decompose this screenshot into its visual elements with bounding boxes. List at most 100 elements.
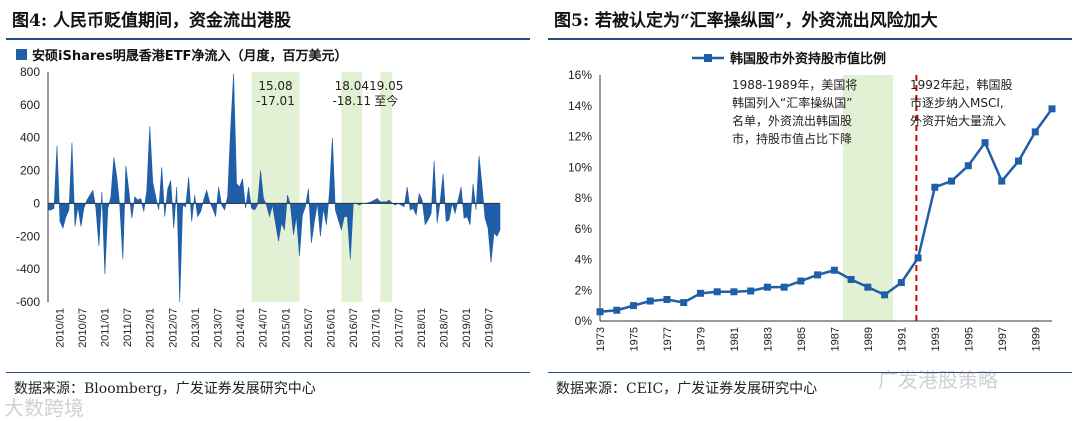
right-xtick-13: 1999 [1030,327,1042,351]
left-xtick-6: 2013/01 [190,308,202,348]
left-xtick-15: 2017/07 [393,308,405,348]
right-ytick-3: 10% [568,160,592,174]
watermark-right: 广发港股策略 [878,368,998,392]
left-ytick-6: -400 [16,262,40,276]
left-xtick-1: 2010/07 [77,308,89,348]
right-ytick-6: 4% [575,253,593,267]
left-xtick-8: 2014/01 [235,308,247,348]
right-point-1973 [596,308,604,316]
right-point-1990 [881,291,889,299]
left-figure-title: 图4: 人民币贬值期间，资金流出港股 [12,6,291,31]
left-ytick-1: 600 [20,98,40,112]
right-annot1-line-0: 1988-1989年，美国将 [732,78,857,92]
left-xtick-10: 2015/01 [280,308,292,348]
left-xtick-3: 2011/07 [122,308,134,347]
left-title-rule [6,38,530,40]
right-point-1977 [663,295,671,303]
left-title-text: 人民币贬值期间，资金流出港股 [53,11,292,31]
left-shade-label1-1: 18.04 [335,79,369,93]
right-xtick-7: 1987 [829,327,841,351]
right-point-1975 [629,302,637,310]
right-legend-marker [704,54,712,62]
left-xtick-5: 2012/07 [167,308,179,348]
left-legend-label: 安硕iShares明晟香港ETF净流入（月度，百万美元） [32,48,347,64]
right-ytick-0: 16% [568,68,592,82]
left-chart: 安硕iShares明晟香港ETF净流入（月度，百万美元） 15.08-17.01 1… [16,48,501,348]
right-point-1992 [914,254,922,262]
right-point-1998 [1015,157,1023,165]
right-series-line [599,108,1054,314]
right-ytick-1: 14% [568,99,592,113]
left-xtick-14: 2017/01 [371,308,383,348]
left-shade-label2-2: 至今 [374,93,398,108]
right-xtick-12: 1997 [997,327,1009,351]
left-xtick-19: 2019/07 [484,308,496,348]
right-point-1997 [998,177,1006,185]
left-xtick-18: 2019/01 [461,308,473,348]
right-source-rule [548,372,1072,373]
right-xtick-2: 1977 [662,327,674,351]
right-xtick-9: 1991 [896,327,908,351]
left-xtick-12: 2016/01 [326,308,338,348]
left-shade-label1-0: 15.08 [258,79,292,93]
left-xtick-2: 2011/01 [100,308,112,347]
right-point-1993 [931,183,939,191]
right-xtick-6: 1985 [796,327,808,351]
right-ytick-5: 6% [575,222,593,236]
left-shade-label1-2: 19.05 [369,79,403,93]
left-xtick-9: 2014/07 [258,308,270,348]
right-point-1991 [897,279,905,287]
right-point-1995 [964,162,972,170]
left-ytick-2: 400 [20,131,40,145]
left-source: 数据来源：Bloomberg，广发证券发展研究中心 [14,381,316,397]
left-shade-label2-1: -18.11 [332,94,371,108]
left-source-rule [6,372,530,373]
right-point-1994 [948,177,956,185]
right-ytick-2: 12% [568,130,592,144]
right-point-1999 [1031,128,1039,136]
left-panel: 图4: 人民币贬值期间，资金流出港股 安硕iShares明晟香港ETF净流入（月… [0,0,538,418]
left-figure-label: 图4: [12,11,48,31]
left-xtick-16: 2018/01 [416,308,428,348]
right-ytick-8: 0% [575,314,593,328]
right-point-1989 [864,283,872,291]
right-ytick-7: 2% [575,283,593,297]
left-xtick-11: 2015/07 [303,308,315,348]
right-annot2-line-2: 外资开始大量流入 [910,114,1006,128]
right-ytick-4: 8% [575,191,593,205]
right-annot1-line-1: 韩国列入“汇率操纵国” [732,95,852,110]
right-title-text: 若被认定为“汇率操纵国”，外资流出风险加大 [595,11,938,31]
right-figure-title: 图5: 若被认定为“汇率操纵国”，外资流出风险加大 [554,6,938,31]
right-point-1996 [981,139,989,147]
right-point-1978 [680,299,688,307]
right-xtick-8: 1989 [863,327,875,351]
right-source: 数据来源：CEIC，广发证券发展研究中心 [556,381,818,397]
right-point-1979 [696,289,704,297]
left-shade-region-2 [380,72,393,302]
right-xtick-5: 1983 [762,327,774,351]
right-xtick-4: 1981 [729,327,741,351]
left-xtick-7: 2013/07 [213,308,225,348]
right-chart: 韩国股市外资持股市值比例 16% 14% 12% 10% 8% 6% 4% 2% 0% 1988-1… [568,51,1056,351]
left-xtick-4: 2012/01 [145,308,157,348]
left-shade-region-1 [341,72,363,302]
right-annot2-line-0: 1992年起，韩国股 [910,77,1013,92]
left-ytick-7: -600 [16,295,40,309]
right-xtick-3: 1979 [695,327,707,351]
left-ytick-3: 200 [20,164,40,178]
right-xtick-0: 1973 [595,327,607,351]
left-shade-label2-0: -17.01 [256,94,295,108]
right-point-1981 [730,288,738,296]
right-point-2000 [1048,105,1056,113]
right-xtick-1: 1975 [628,327,640,351]
right-point-1988 [847,275,855,283]
right-point-1985 [797,277,805,285]
right-figure-label: 图5: [554,11,590,31]
left-xtick-13: 2016/07 [348,308,360,348]
right-point-1986 [814,271,822,279]
right-point-1980 [713,288,721,296]
right-annot1-line-3: 市，持股市值占比下降 [732,131,852,146]
right-legend-label: 韩国股市外资持股市值比例 [730,51,886,67]
left-legend-swatch [16,49,27,60]
right-panel: 图5: 若被认定为“汇率操纵国”，外资流出风险加大 韩国股市外资持股市值比例 16… [542,0,1080,418]
